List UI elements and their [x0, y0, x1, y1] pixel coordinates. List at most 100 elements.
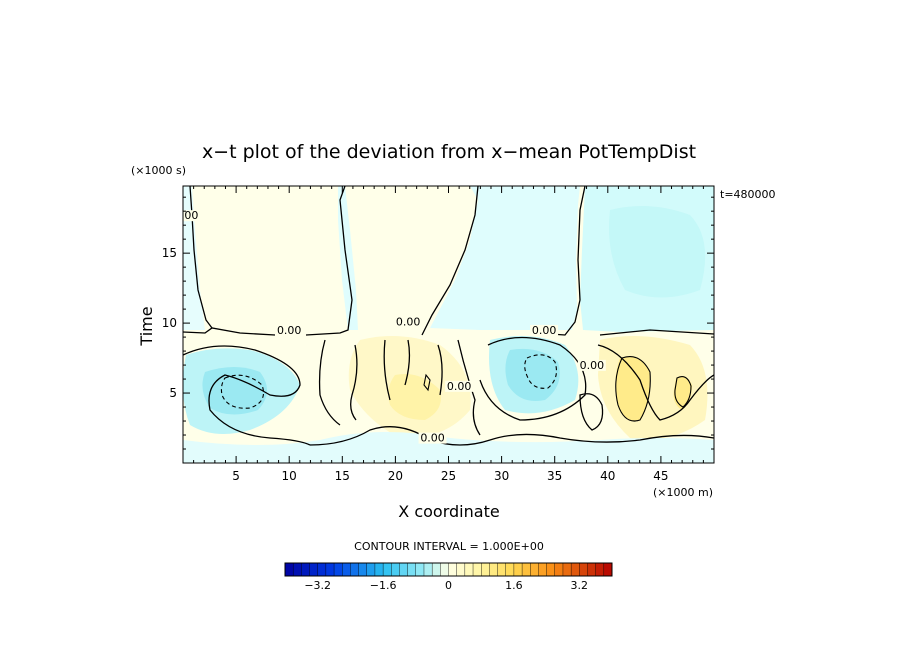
colorbar-cell: [464, 562, 474, 577]
cool-region-upper-center: [338, 186, 580, 330]
colorbar-cell: [521, 562, 531, 577]
colorbar-cell: [448, 562, 458, 577]
colorbar-frame: [284, 562, 613, 577]
colorbar-cell: [570, 562, 580, 577]
zero-contour-bottom: [309, 426, 714, 446]
colorbar-cell: [317, 562, 327, 577]
cold-eddy-left-core: [202, 367, 268, 415]
zero-contour-squiggle-1: [350, 344, 358, 421]
contour-label: 0.00: [174, 209, 199, 222]
colorbar-cell: [309, 562, 319, 577]
colorbar-cell: [472, 562, 482, 577]
colorbar-cell: [382, 562, 392, 577]
x-tick-label: 5: [232, 469, 240, 483]
contour-label-group: 0.00 0.00 0.00 0.00 0.00 0.00 0.00: [174, 209, 606, 445]
colorbar-cell: [391, 562, 400, 577]
colorbar-cell: [342, 562, 351, 577]
colorbar-cell: [333, 562, 343, 577]
zero-contour-center-diagonal: [421, 186, 479, 336]
colorbar-tick-label: −1.6: [370, 579, 397, 592]
contour-label: 0.00: [277, 324, 302, 337]
colorbar-cell: [587, 562, 597, 577]
warm-core-lower-center: [388, 374, 441, 420]
colorbar-cell: [554, 562, 564, 577]
chart-title: x−t plot of the deviation from x−mean Po…: [202, 141, 696, 163]
colorbar-cell: [489, 562, 499, 577]
colorbar-tick-label: −3.2: [304, 579, 331, 592]
colorbar-cell: [456, 562, 466, 577]
colorbar-cell: [579, 562, 588, 577]
contour-label: 0.00: [580, 359, 605, 372]
colorbar-cell: [284, 562, 294, 577]
colorbar-cell: [292, 562, 302, 577]
colorbar-cell: [415, 562, 425, 577]
x-tick-label: 25: [441, 469, 456, 483]
contour-label-bg: [445, 380, 474, 392]
warm-core-lower-right: [615, 356, 651, 421]
colorbar-cell: [513, 562, 523, 577]
negative-contour-middle: [524, 354, 557, 389]
zero-contour-middle-eddy: [479, 336, 587, 421]
zero-contour-center-left: [305, 186, 353, 336]
y-tick-label: 10: [162, 316, 177, 330]
x-axis-label: X coordinate: [398, 502, 499, 521]
contour-label-bg: [577, 359, 606, 371]
contour-label-bg: [418, 432, 447, 444]
colorbar-cell: [546, 562, 556, 577]
x-unit-label: (×1000 m): [653, 486, 713, 499]
colorbar-cell: [497, 562, 507, 577]
cool-core-upper-right: [609, 206, 706, 298]
contour-label: 0.00: [447, 380, 472, 393]
contour-label: 0.00: [420, 432, 445, 445]
zero-contour-squiggle-4: [437, 344, 443, 396]
colorbar-cell: [481, 562, 490, 577]
color-bar: −3.2 −1.6 0 1.6 3.2: [284, 562, 613, 592]
axes: 5 10 15 20 25 30 35 40 45 5 10 15: [162, 186, 714, 483]
x-tick-label: 30: [494, 469, 509, 483]
contour-label-bg: [275, 324, 304, 336]
zero-contour-squiggle-3: [404, 339, 411, 386]
contour-label-bg: [394, 316, 423, 328]
contour-label: 0.00: [532, 324, 557, 337]
zero-contour-squiggle-6: [318, 339, 341, 426]
x-tick-label: 10: [282, 469, 297, 483]
colorbar-cell: [423, 562, 433, 577]
colorbar-cell: [431, 562, 441, 577]
zero-contour-right-wave: [597, 344, 714, 421]
colorbar-cell: [538, 562, 548, 577]
cold-eddy-middle-core: [505, 348, 560, 401]
y-tick-label: 5: [169, 386, 177, 400]
colorbar-cell: [374, 562, 384, 577]
colorbar-tick-label: 3.2: [571, 579, 589, 592]
colorbar-cell: [595, 562, 605, 577]
colorbar-cell: [603, 562, 613, 577]
contour-label: 0.00: [396, 316, 421, 329]
colorbar-cell: [407, 562, 417, 577]
x-tick-label: 40: [600, 469, 615, 483]
colorbar-tick-label: 1.6: [505, 579, 523, 592]
colorbar-cell: [562, 562, 572, 577]
x-tick-label: 15: [335, 469, 350, 483]
colorbar-cell: [301, 562, 311, 577]
plot-area: 0.00 0.00 0.00 0.00 0.00 0.00 0.00: [174, 186, 714, 463]
y-unit-label: (×1000 s): [131, 164, 186, 177]
zero-contour-right-upper: [599, 329, 714, 336]
colorbar-cell: [366, 562, 376, 577]
zero-contour-right-vertical: [534, 186, 586, 336]
contour-lines: [183, 186, 714, 446]
positive-contour-right-small: [674, 376, 692, 408]
contour-interval-label: CONTOUR INTERVAL = 1.000E+00: [354, 540, 544, 553]
zero-contour-squiggle-5: [457, 339, 481, 436]
contour-label-bg: [530, 324, 559, 336]
colorbar-cell: [358, 562, 368, 577]
zero-contour-left-eddy: [183, 345, 311, 446]
x-tick-label: 45: [653, 469, 668, 483]
cool-strip-bottom: [183, 431, 714, 463]
time-stamp-label: t=480000: [720, 188, 776, 201]
contour-lines-positive: [423, 356, 692, 422]
colorbar-cell: [350, 562, 360, 577]
contour-label-bg: [183, 210, 201, 222]
positive-contour-center-small: [423, 373, 431, 392]
colorbar-cell: [440, 562, 450, 577]
